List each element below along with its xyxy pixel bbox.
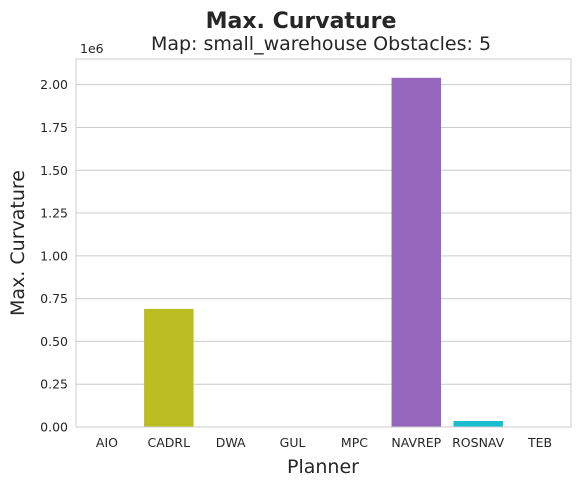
y-tick-label-1: 0.25 [40, 377, 68, 392]
chart-subtitle: Map: small_warehouse Obstacles: 5 [151, 33, 491, 55]
x-tick-label-teb: TEB [527, 435, 552, 450]
x-tick-label-mpc: MPC [341, 435, 368, 450]
y-tick-label-2: 0.50 [40, 334, 68, 349]
bars [144, 77, 503, 427]
y-tick-label-0: 0.00 [40, 420, 68, 435]
y-axis-label: Max. Curvature [7, 170, 29, 316]
y-tick-label-8: 2.00 [40, 77, 68, 92]
x-tick-label-gul: GUL [280, 435, 306, 450]
plot-frame [75, 58, 572, 428]
bar-cadrl [144, 308, 194, 427]
x-tick-label-aio: AIO [96, 435, 118, 450]
x-tick-labels: AIO CADRL DWA GUL MPC NAVREP ROSNAV TEB [96, 435, 552, 450]
bar-navrep [391, 77, 442, 427]
y-tick-label-4: 1.00 [40, 248, 68, 263]
y-tick-label-3: 0.75 [40, 291, 68, 306]
y-tick-label-7: 1.75 [40, 120, 68, 135]
x-axis-label: Planner [287, 456, 359, 478]
x-tick-label-navrep: NAVREP [391, 435, 441, 450]
y-offset-label: 1e6 [80, 41, 104, 56]
y-tick-labels: 0.00 0.25 0.50 0.75 1.00 1.25 1.50 1.75 2.00 [40, 77, 68, 434]
bar-rosnav [453, 421, 503, 427]
x-tick-label-cadrl: CADRL [148, 435, 191, 450]
x-tick-label-dwa: DWA [216, 435, 246, 450]
y-tick-label-6: 1.50 [40, 163, 68, 178]
chart-title: Max. Curvature [206, 9, 397, 34]
x-tick-label-rosnav: ROSNAV [452, 435, 505, 450]
y-tick-label-5: 1.25 [40, 206, 68, 221]
